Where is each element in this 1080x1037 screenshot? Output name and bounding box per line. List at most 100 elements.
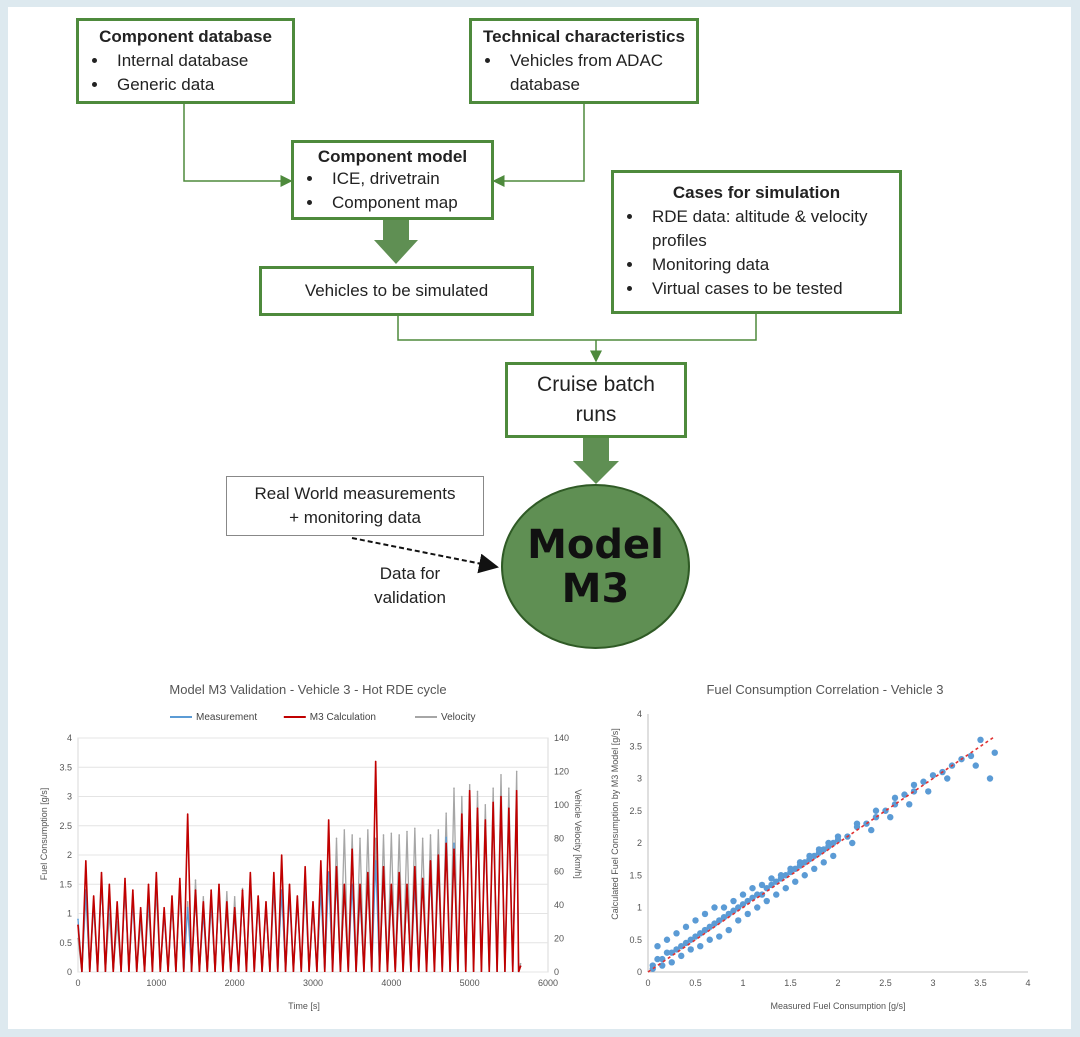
trend-line [647,735,996,973]
y-tick-label: 4 [67,733,72,743]
y-tick-label: 2 [637,838,642,848]
chart-points [649,736,998,972]
scatter-point [773,891,780,898]
chart-title: Fuel Consumption Correlation - Vehicle 3 [706,682,943,697]
scatter-point [929,772,937,779]
data-point [468,789,471,792]
y2-tick-label: 60 [554,867,564,877]
data-point [85,860,87,862]
scatter-point [925,788,932,795]
scatter-point [801,859,808,866]
y-tick-label: 3.5 [629,741,642,751]
scatter-point [663,949,671,956]
x-tick-label: 2000 [225,978,245,988]
data-point [116,901,118,903]
y-axis-label: Fuel Consumption [g/s] [39,788,49,881]
x-tick-label: 5000 [460,978,480,988]
technical-characteristics-title: Technical characteristics [483,27,685,46]
scatter-point [853,820,861,827]
component-database-title: Component database [99,27,272,46]
data-point [265,901,267,903]
data-point [484,804,487,806]
legend-label: Measurement [196,712,257,723]
data-point [163,906,165,909]
list-item: Vehicles from ADAC database [502,49,666,97]
scatter-point [820,859,827,866]
data-point [421,877,424,880]
scatter-point [768,875,775,882]
y-tick-label: 0 [637,967,642,977]
y2-tick-label: 0 [554,967,559,977]
real-world-line-1: Real World measurements [254,484,456,503]
scatter-point [920,778,927,785]
scatter-point [777,872,785,879]
scatter-point [682,923,690,931]
data-point [77,918,79,921]
scatter-point [967,752,975,760]
model-label: Model [527,521,664,568]
data-point [484,819,487,821]
data-point [312,901,314,903]
scatter-point [972,762,979,769]
scatter-point [739,901,747,908]
data-point [519,962,522,965]
data-point [108,883,111,886]
chart-title: Model M3 Validation - Vehicle 3 - Hot RD… [169,682,446,697]
list-item: Internal database [109,49,292,73]
y-tick-label: 1 [637,903,642,913]
chart-axes: 0 0.5 1 1.5 2 2.5 3 3.5 4 0 0.5 1 1.5 2 2.5 3 3.5 4 [629,709,1030,988]
data-point [155,871,158,874]
data-point [500,773,502,776]
data-point [367,829,369,831]
scatter-point [811,865,818,872]
data-point [476,807,479,809]
data-point [280,854,283,856]
data-point [468,784,471,786]
cruise-runs-label: runs [575,403,617,426]
x-axis-label: Measured Fuel Consumption [g/s] [770,1001,905,1011]
data-point [508,807,510,809]
scatter-point [830,852,837,860]
y2-tick-label: 20 [554,934,564,944]
scatter-point [815,846,823,853]
list-item: Virtual cases to be tested [644,277,879,301]
data-point [147,883,150,886]
connector-vehicles-to-cruise [397,314,596,341]
data-point [218,883,220,886]
data-point [382,865,385,868]
scatter-point [706,936,713,943]
data-point [374,860,377,862]
data-point [429,834,432,836]
data-point [374,837,377,840]
data-point [249,871,252,874]
x-tick-label: 3000 [303,978,323,988]
data-point [500,795,502,798]
data-point [226,901,228,903]
scatter-point [701,926,709,934]
data-point [406,830,408,833]
data-point [343,829,346,831]
data-point [202,895,205,898]
scatter-point [782,884,789,892]
scatter-point [725,910,732,918]
y-tick-label: 2.5 [59,821,72,831]
validation-line-chart: Model M3 Validation - Vehicle 3 - Hot RD… [39,682,583,1011]
data-point [453,787,455,789]
scatter-point [811,852,818,860]
real-world-line-2: + monitoring data [289,508,421,527]
y-tick-label: 0 [67,967,72,977]
cruise-batch-runs-box: Cruise batch runs [505,362,687,438]
data-point [437,829,440,831]
scatter-point [801,872,808,879]
data-point [194,879,197,881]
scatter-point [730,897,737,905]
y-tick-label: 4 [637,709,642,719]
cases-for-simulation-list: RDE data: altitude & velocity profiles M… [614,205,899,301]
list-item: Component map [324,191,491,215]
data-point [515,789,518,792]
data-point [421,837,424,840]
y-axis-label: Calculated Fuel Consumption by M3 Model … [610,728,620,920]
scatter-point [820,846,827,853]
scatter-point [825,839,832,847]
connector-tech-to-model [492,104,585,187]
